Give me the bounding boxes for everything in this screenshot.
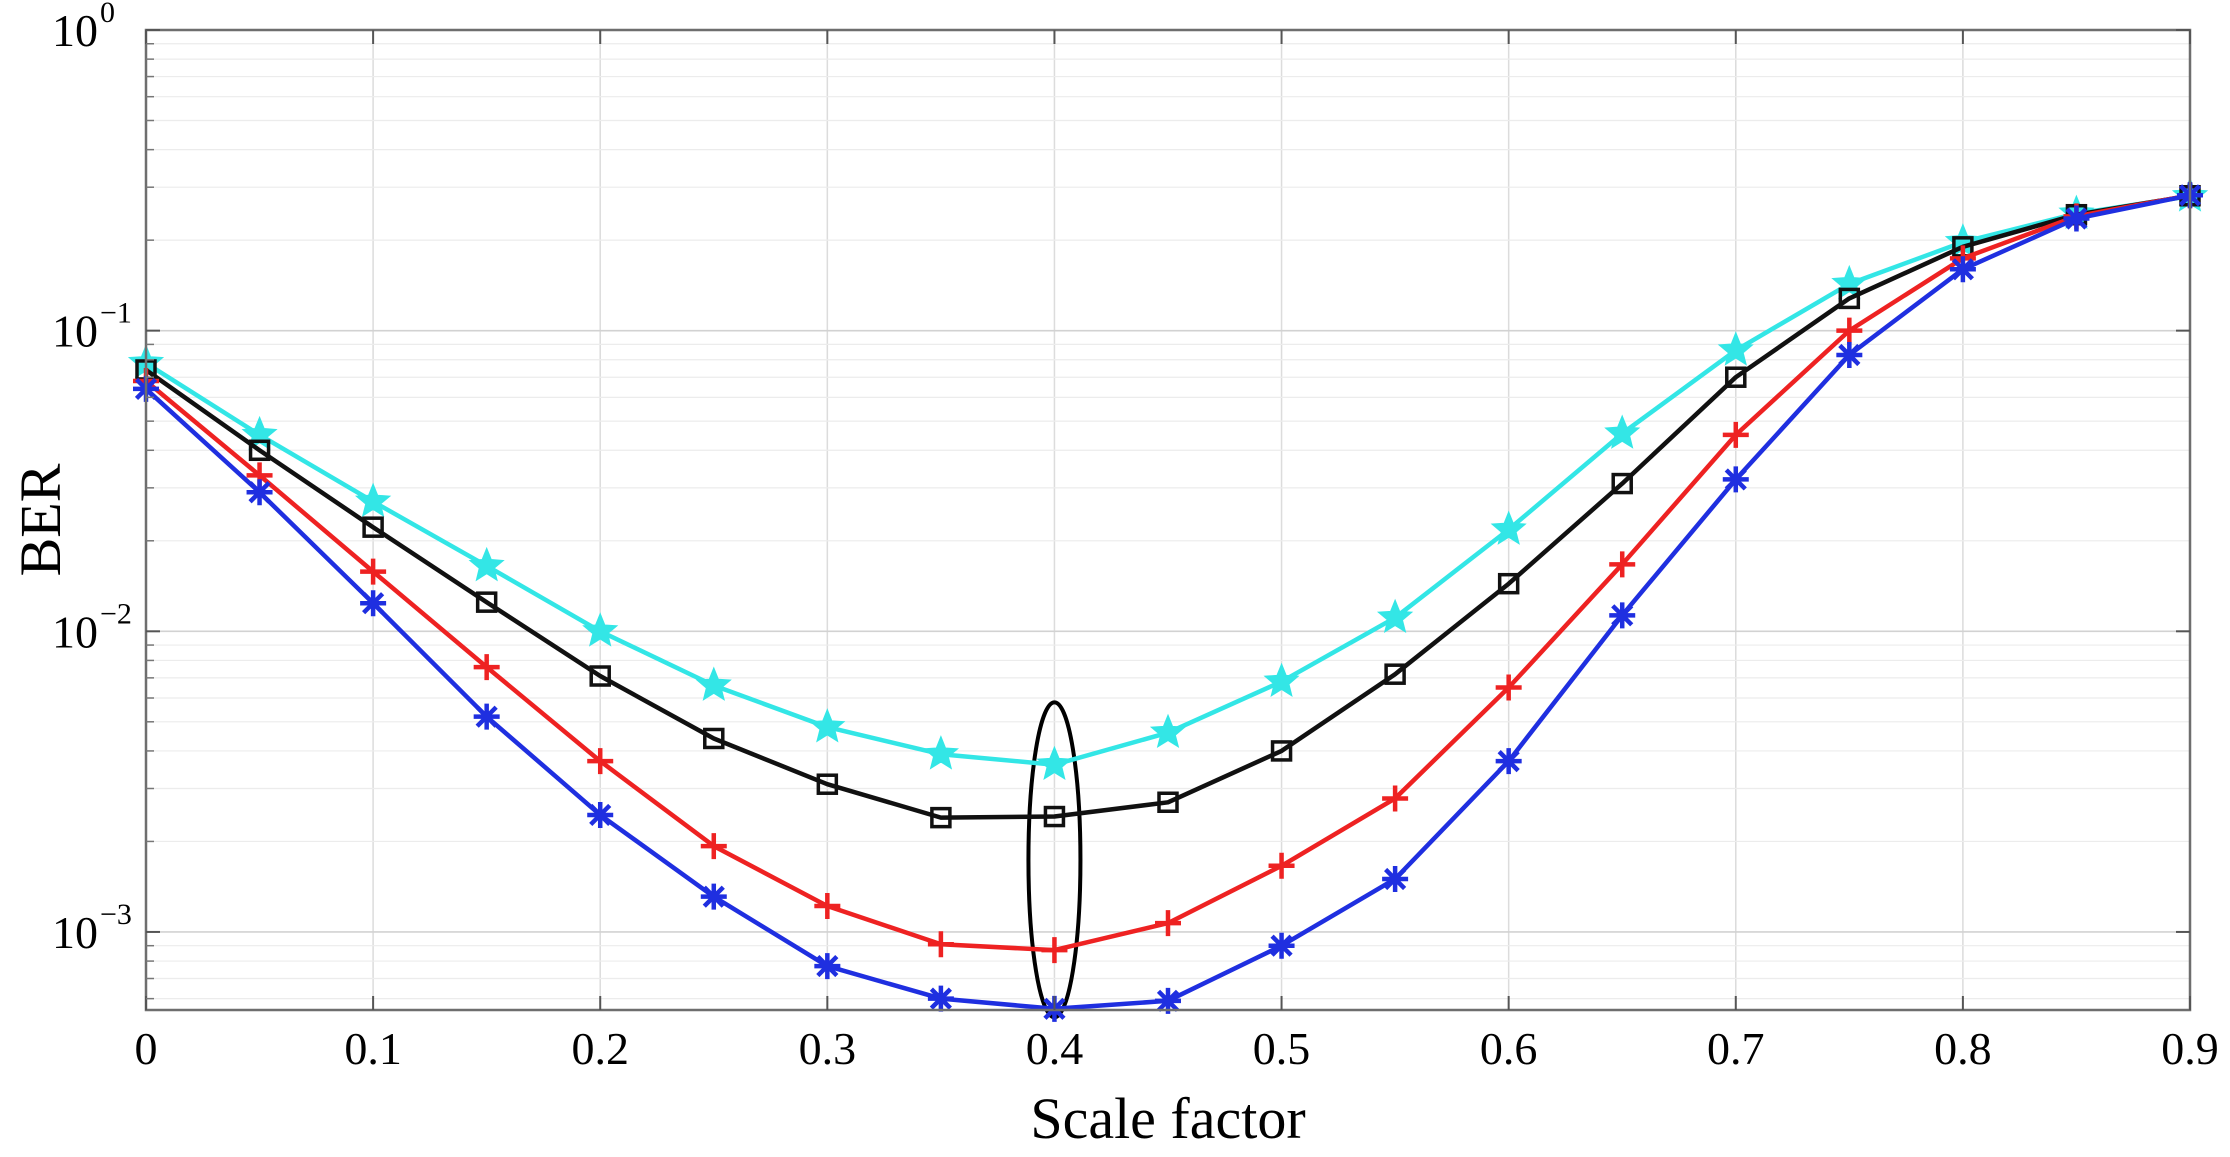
series [127, 177, 2209, 1022]
data-point-cyan-star [468, 546, 505, 582]
data-point-black-square [248, 439, 271, 462]
data-point-blue-asterisk [1836, 341, 1863, 368]
data-point-red-plus [1836, 317, 1863, 344]
series-black-square [135, 184, 2201, 829]
data-point-black-square [930, 806, 952, 829]
data-point-blue-asterisk [1949, 256, 1976, 283]
data-point-red-plus [700, 833, 727, 860]
data-point-cyan-star [354, 482, 392, 518]
data-point-red-plus [1041, 937, 1068, 964]
data-point-red-plus [587, 748, 614, 775]
data-point-black-square [1725, 366, 1747, 388]
data-point-blue-asterisk [1495, 748, 1522, 775]
data-point-blue-asterisk [473, 703, 500, 730]
data-point-red-plus [1722, 421, 1749, 448]
data-point-black-square [1497, 572, 1520, 595]
data-point-red-plus [360, 558, 387, 585]
x-tick-label: 0.1 [344, 1023, 402, 1074]
y-tick-label-exponent: 0 [100, 0, 115, 29]
data-point-blue-asterisk [246, 479, 273, 506]
data-point-cyan-star [695, 666, 732, 701]
data-point-blue-asterisk [1268, 932, 1295, 959]
x-tick-label: 0.3 [799, 1023, 857, 1074]
data-point-red-plus [1609, 551, 1636, 578]
data-point-red-plus [927, 931, 954, 958]
x-tick-label: 0.7 [1707, 1023, 1765, 1074]
data-point-cyan-star [1717, 331, 1754, 366]
data-point-blue-asterisk [700, 883, 727, 910]
data-point-cyan-star [1490, 510, 1527, 545]
data-point-cyan-star [1376, 598, 1414, 634]
data-point-black-square [1611, 472, 1633, 495]
series-blue-asterisk [133, 182, 2203, 1022]
x-tick-label: 0.4 [1026, 1023, 1084, 1074]
axis-ticks: 0 0.1 0.2 0.3 0.4 0.5 0.6 0.7 0.8 0.910−310−210−1… [52, 0, 2219, 1074]
grid [145, 29, 2191, 1010]
data-point-cyan-star [809, 708, 846, 743]
data-point-black-square [1838, 287, 1861, 310]
data-point-blue-asterisk [360, 590, 387, 617]
data-point-red-plus [1268, 852, 1295, 879]
data-point-blue-asterisk [1609, 602, 1636, 629]
x-tick-label: 0.5 [1253, 1023, 1311, 1074]
data-point-red-plus [1495, 674, 1522, 701]
data-point-red-plus [473, 654, 500, 681]
data-point-cyan-star [1263, 662, 1300, 698]
data-point-cyan-star [1604, 414, 1641, 449]
data-point-red-plus [814, 892, 841, 919]
x-tick-label: 0.9 [2161, 1023, 2219, 1074]
y-tick-label-exponent: −3 [100, 898, 132, 931]
series-line-blue-asterisk [144, 193, 2191, 1012]
data-point-black-square [362, 516, 384, 538]
data-point-black-square [1270, 740, 1293, 762]
plot-frame [144, 28, 2192, 1012]
y-tick-label-exponent: −2 [100, 597, 132, 630]
y-axis-title: BER [8, 463, 73, 576]
data-point-blue-asterisk [814, 953, 841, 980]
x-tick-label: 0.2 [571, 1023, 629, 1074]
x-tick-label: 0 [135, 1023, 158, 1074]
data-point-red-plus [1382, 785, 1409, 812]
data-point-blue-asterisk [587, 801, 614, 828]
series-cyan-star [127, 177, 2209, 781]
data-point-black-square [703, 727, 725, 750]
data-point-black-square [589, 665, 611, 687]
data-point-black-square [475, 591, 498, 613]
data-point-blue-asterisk [2063, 205, 2090, 232]
data-point-black-square [816, 773, 839, 795]
y-tick-label-base: 10 [52, 306, 98, 357]
data-point-blue-asterisk [1155, 987, 1181, 1014]
x-axis-title: Scale factor [1030, 1086, 1305, 1151]
data-point-cyan-star [922, 735, 960, 770]
data-point-blue-asterisk [927, 985, 954, 1012]
x-tick-label: 0.8 [1934, 1023, 1992, 1074]
data-point-blue-asterisk [1382, 866, 1409, 892]
data-point-red-plus [1155, 910, 1181, 937]
y-tick-label-base: 10 [52, 907, 98, 958]
data-point-cyan-star [582, 612, 619, 647]
series-line-black-square [144, 193, 2191, 820]
data-point-blue-asterisk [1722, 466, 1749, 493]
data-point-black-square [1043, 805, 1066, 828]
x-tick-label: 0.6 [1480, 1023, 1538, 1074]
data-point-black-square [1384, 663, 1406, 685]
y-tick-label-base: 10 [52, 606, 98, 657]
data-point-cyan-star [1149, 713, 1187, 749]
data-point-cyan-star [1036, 745, 1073, 781]
y-tick-label-base: 10 [52, 5, 98, 56]
data-point-black-square [1157, 791, 1179, 814]
series-line-red-plus [144, 193, 2191, 953]
y-tick-label-exponent: −1 [100, 297, 132, 330]
